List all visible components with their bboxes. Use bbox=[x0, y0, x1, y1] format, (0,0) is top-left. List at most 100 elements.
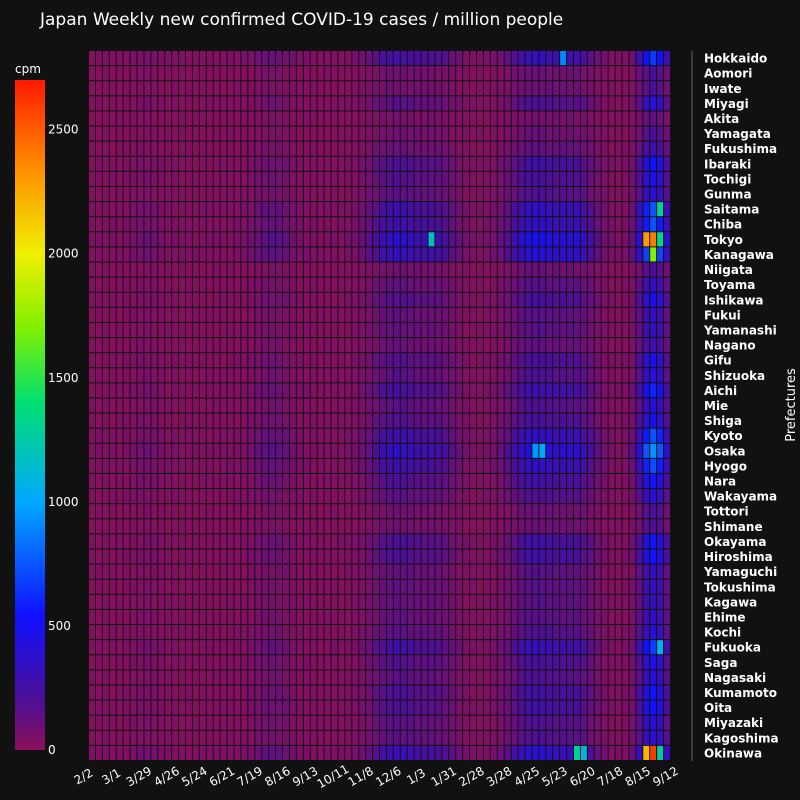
heatmap-cell bbox=[664, 655, 670, 670]
heatmap-cell bbox=[380, 745, 386, 760]
heatmap-cell bbox=[435, 111, 442, 126]
heatmap-cell bbox=[574, 730, 580, 745]
heatmap-cell bbox=[442, 202, 449, 217]
heatmap-cell bbox=[594, 126, 601, 141]
heatmap-cell bbox=[262, 262, 269, 277]
heatmap-cell bbox=[629, 625, 636, 640]
heatmap-cell bbox=[213, 202, 220, 217]
heatmap-cell bbox=[490, 715, 497, 730]
heatmap-cell bbox=[580, 730, 587, 745]
heatmap-cell bbox=[116, 549, 123, 564]
heatmap-cell bbox=[151, 670, 158, 685]
heatmap-cell bbox=[546, 368, 553, 383]
heatmap-cell bbox=[324, 473, 331, 489]
heatmap-cell bbox=[601, 307, 608, 322]
heatmap-cell bbox=[435, 171, 442, 186]
heatmap-cell bbox=[102, 640, 109, 655]
heatmap-cell bbox=[116, 96, 123, 111]
heatmap-cell bbox=[220, 171, 227, 186]
heatmap-cell bbox=[511, 534, 518, 549]
heatmap-cell bbox=[456, 171, 463, 186]
heatmap-cell bbox=[560, 489, 567, 504]
heatmap-cell bbox=[276, 685, 282, 700]
heatmap-cell bbox=[345, 232, 352, 247]
heatmap-cell bbox=[213, 292, 220, 307]
heatmap-cell bbox=[255, 489, 262, 504]
heatmap-cell bbox=[615, 277, 622, 292]
heatmap-cell bbox=[567, 307, 573, 322]
heatmap-cell bbox=[456, 489, 463, 504]
heatmap-cell bbox=[116, 685, 123, 700]
heatmap-cell bbox=[248, 730, 255, 745]
heatmap-cell bbox=[89, 640, 95, 655]
heatmap-cell bbox=[504, 504, 511, 519]
heatmap-cell bbox=[199, 489, 206, 504]
heatmap-cell bbox=[192, 111, 199, 126]
heatmap-cell bbox=[144, 640, 151, 655]
heatmap-cell bbox=[636, 156, 643, 171]
heatmap-cell bbox=[165, 322, 172, 338]
heatmap-cell bbox=[95, 549, 102, 564]
heatmap-cell bbox=[276, 96, 282, 111]
heatmap-cell bbox=[227, 519, 234, 534]
heatmap-cell bbox=[220, 51, 227, 66]
heatmap-cell bbox=[380, 126, 386, 141]
heatmap-cell bbox=[199, 504, 206, 519]
heatmap-cell bbox=[643, 338, 650, 353]
heatmap-cell bbox=[650, 277, 657, 292]
heatmap-cell bbox=[130, 715, 137, 730]
heatmap-cell bbox=[137, 594, 144, 609]
colorbar-tick-label: 1000 bbox=[48, 495, 79, 509]
heatmap-cell bbox=[289, 519, 296, 534]
heatmap-cell bbox=[560, 368, 567, 383]
heatmap-cell bbox=[123, 277, 130, 292]
heatmap-cell bbox=[276, 625, 282, 640]
heatmap-cell bbox=[442, 594, 449, 609]
heatmap-cell bbox=[477, 66, 483, 81]
heatmap-cell bbox=[525, 715, 532, 730]
heatmap-cell bbox=[393, 262, 400, 277]
heatmap-cell bbox=[289, 670, 296, 685]
heatmap-cell bbox=[380, 413, 386, 428]
heatmap-cell bbox=[359, 81, 366, 96]
heatmap-cell bbox=[89, 217, 95, 232]
heatmap-cell bbox=[158, 292, 165, 307]
heatmap-cell bbox=[435, 247, 442, 262]
heatmap-cell bbox=[497, 534, 504, 549]
heatmap-cell bbox=[497, 141, 504, 156]
heatmap-cell bbox=[560, 685, 567, 700]
heatmap-cell bbox=[144, 398, 151, 413]
heatmap-cell bbox=[407, 413, 414, 428]
heatmap-cell bbox=[220, 141, 227, 156]
heatmap-cell bbox=[636, 186, 643, 202]
heatmap-cell bbox=[546, 247, 553, 262]
heatmap-cell bbox=[331, 504, 338, 519]
heatmap-cell bbox=[109, 292, 116, 307]
heatmap-cell bbox=[435, 549, 442, 564]
heatmap-cell bbox=[317, 564, 324, 579]
heatmap-cell bbox=[421, 625, 428, 640]
heatmap-cell bbox=[601, 519, 608, 534]
heatmap-cell bbox=[428, 745, 435, 760]
heatmap-cell bbox=[144, 549, 151, 564]
heatmap-cell bbox=[393, 549, 400, 564]
heatmap-cell bbox=[324, 81, 331, 96]
heatmap-cell bbox=[594, 111, 601, 126]
heatmap-cell bbox=[303, 443, 310, 458]
heatmap-cell bbox=[442, 685, 449, 700]
heatmap-cell bbox=[366, 458, 373, 473]
heatmap-cell bbox=[435, 262, 442, 277]
heatmap-cell bbox=[123, 338, 130, 353]
heatmap-cell bbox=[560, 126, 567, 141]
heatmap-cell bbox=[89, 277, 95, 292]
heatmap-cell bbox=[657, 398, 664, 413]
heatmap-cell bbox=[303, 232, 310, 247]
heatmap-cell bbox=[539, 156, 546, 171]
heatmap-cell bbox=[477, 519, 483, 534]
heatmap-cell bbox=[206, 715, 213, 730]
heatmap-cell bbox=[248, 473, 255, 489]
heatmap-cell bbox=[380, 383, 386, 398]
heatmap-cell bbox=[373, 186, 379, 202]
heatmap-cell bbox=[130, 413, 137, 428]
heatmap-cell bbox=[553, 443, 560, 458]
